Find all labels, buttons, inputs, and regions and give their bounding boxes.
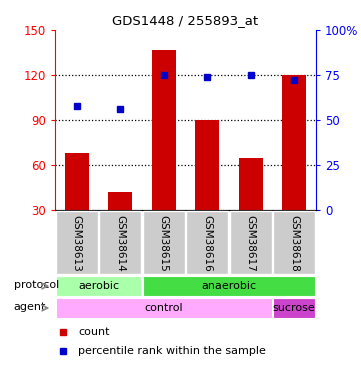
Bar	[239, 158, 263, 255]
Text: aerobic: aerobic	[78, 281, 119, 291]
Text: anaerobic: anaerobic	[201, 281, 257, 291]
Bar	[99, 211, 141, 274]
Bar	[230, 211, 271, 274]
Bar	[273, 211, 315, 274]
Bar	[143, 211, 184, 274]
Bar	[56, 276, 141, 296]
Text: count: count	[78, 327, 110, 337]
Bar	[282, 75, 306, 255]
Text: sucrose: sucrose	[273, 303, 316, 313]
Bar	[186, 211, 228, 274]
Text: control: control	[144, 303, 183, 313]
Text: agent: agent	[14, 302, 46, 312]
Text: GSM38615: GSM38615	[159, 215, 169, 272]
Bar	[56, 298, 271, 318]
Bar	[152, 50, 176, 255]
Text: percentile rank within the sample: percentile rank within the sample	[78, 346, 266, 356]
Bar	[273, 298, 315, 318]
Text: protocol: protocol	[14, 280, 59, 290]
Bar	[143, 276, 315, 296]
Text: GSM38613: GSM38613	[72, 215, 82, 272]
Bar	[195, 120, 219, 255]
Title: GDS1448 / 255893_at: GDS1448 / 255893_at	[112, 15, 258, 27]
Text: GSM38618: GSM38618	[289, 215, 299, 272]
Text: GSM38617: GSM38617	[246, 215, 256, 272]
Bar	[108, 192, 132, 255]
Text: GSM38616: GSM38616	[202, 215, 212, 272]
Bar	[56, 211, 97, 274]
Text: GSM38614: GSM38614	[115, 215, 125, 272]
Bar	[65, 153, 89, 255]
